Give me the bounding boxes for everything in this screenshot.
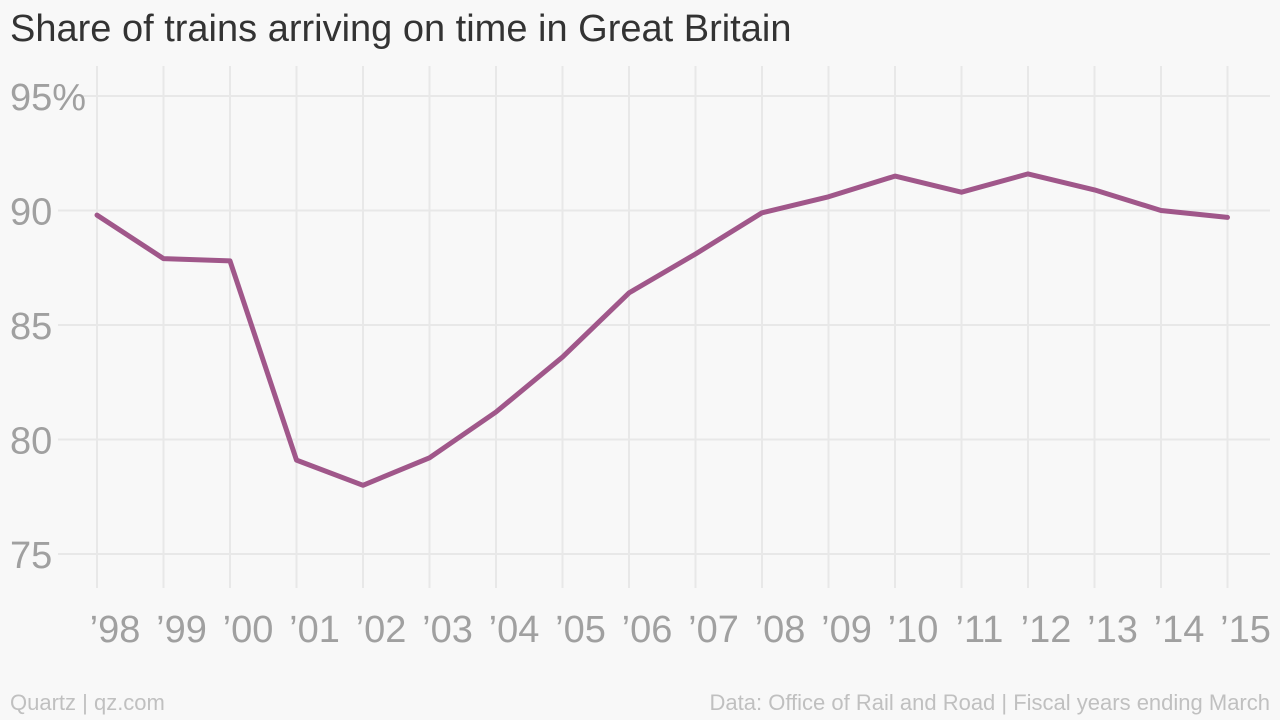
x-tick-label: ’05: [555, 609, 606, 651]
x-tick-label: ’11: [956, 609, 1004, 651]
y-tick-label-bg: [8, 524, 58, 576]
x-tick-label: ’15: [1220, 609, 1271, 651]
y-tick-label-bg: [8, 180, 58, 233]
x-tick-label: ’01: [289, 609, 340, 651]
x-tick-label: ’13: [1087, 609, 1138, 651]
x-tick-label: ’12: [1021, 609, 1072, 651]
y-tick-label: 80: [10, 421, 52, 463]
x-tick-label: ’09: [821, 609, 872, 651]
y-tick-label: 90: [10, 192, 52, 234]
x-tick-label: ’08: [755, 609, 806, 651]
x-tick-label: ’04: [489, 609, 540, 651]
x-tick-label: ’07: [688, 609, 739, 651]
x-tick-label: ’00: [223, 609, 274, 651]
y-tick-label: 75: [10, 535, 52, 577]
x-tick-label: ’02: [356, 609, 407, 651]
y-tick-label: 85: [10, 306, 52, 348]
x-tick-label: ’14: [1154, 609, 1205, 651]
y-tick-label-bg: [8, 66, 79, 118]
x-tick-label: ’10: [888, 609, 939, 651]
x-tick-label: ’03: [422, 609, 473, 651]
x-tick-label: ’98: [90, 609, 141, 651]
x-tick-label: ’06: [622, 609, 673, 651]
y-tick-label: 95%: [10, 77, 86, 119]
footer-source: Data: Office of Rail and Road | Fiscal y…: [709, 690, 1270, 715]
y-tick-label-bg: [8, 295, 58, 347]
y-tick-label-bg: [8, 409, 58, 462]
series-line: [94, 171, 1230, 488]
x-tick-label: ’99: [156, 609, 207, 651]
chart-title: Share of trains arriving on time in Grea…: [10, 8, 792, 50]
footer-credit: Quartz | qz.com: [10, 690, 165, 715]
